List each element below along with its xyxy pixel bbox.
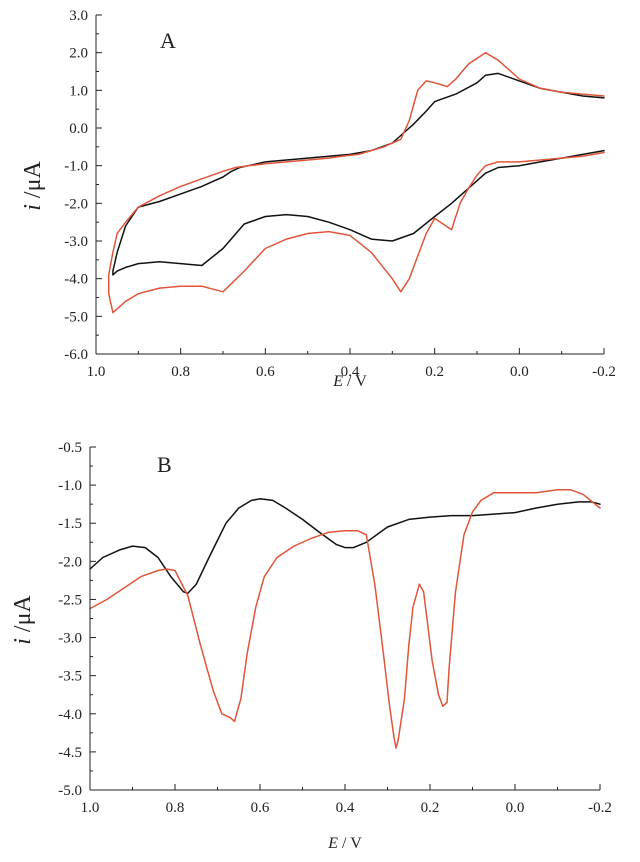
x-tick-label-b: 0.6 xyxy=(251,800,270,816)
x-axis-unit-b: / V xyxy=(338,835,362,852)
x-axis-title-b: E / V xyxy=(327,835,362,852)
x-tick-label-b: -0.2 xyxy=(588,800,612,816)
ticks-a: 3.02.01.00.0-1.0-2.0-3.0-4.0-5.0-6.01.0 0… xyxy=(64,8,616,380)
y-tick-label-b: -3.5 xyxy=(58,669,82,685)
axes-b xyxy=(89,447,600,791)
y-tick-label-b: -2.5 xyxy=(58,592,82,608)
y-tick-label-b: -5.0 xyxy=(58,783,82,799)
axes-a xyxy=(95,15,604,355)
y-tick-label-a: 3.0 xyxy=(69,8,88,24)
y-axis-unit-a: /μA xyxy=(20,161,46,205)
series-line-black-a xyxy=(112,72,605,276)
panel-label-b: B xyxy=(157,452,172,477)
y-tick-label-a: -2.0 xyxy=(64,196,88,212)
series-layer-a xyxy=(107,51,605,314)
y-tick-label-b: -1.5 xyxy=(58,516,82,532)
x-tick-label-b: 0.4 xyxy=(336,800,355,816)
series-layer-b xyxy=(89,488,601,749)
y-tick-label-b: -0.5 xyxy=(58,440,82,456)
x-tick-label-a: 0.8 xyxy=(171,364,190,380)
series-line-red-a xyxy=(107,51,605,314)
y-tick-label-b: -4.0 xyxy=(58,707,82,723)
x-tick-label-a: 1.0 xyxy=(87,364,106,380)
x-tick-label-a: -0.2 xyxy=(592,364,616,380)
x-tick-label-b: 0.8 xyxy=(166,800,185,816)
y-tick-label-a: 0.0 xyxy=(69,121,88,137)
y-axis-title-b: i /μA xyxy=(10,595,36,645)
x-tick-label-a: 0.4 xyxy=(341,364,360,380)
y-tick-label-a: 2.0 xyxy=(69,46,88,62)
y-tick-label-a: -5.0 xyxy=(64,309,88,325)
y-axis-unit-b: /μA xyxy=(10,595,36,639)
y-axis-var-b: i xyxy=(10,638,36,645)
series-line-black-b xyxy=(89,498,601,595)
y-tick-label-a: -4.0 xyxy=(64,272,88,288)
y-tick-label-a: -6.0 xyxy=(64,347,88,363)
x-tick-label-a: 0.2 xyxy=(425,364,444,380)
chart-panel-b: -0.5 -1.0 -1.5 -2.0 -2.5 -3.0 -3.5 -4.0 -4.5 -5.0… xyxy=(10,440,612,852)
y-tick-label-b: -3.0 xyxy=(58,631,82,647)
x-tick-label-a: 0.0 xyxy=(510,364,529,380)
x-tick-label-b: 0.0 xyxy=(506,800,525,816)
y-tick-label-b: -1.0 xyxy=(58,478,82,494)
x-axis-var-b: E xyxy=(327,835,338,852)
y-tick-label-a: -1.0 xyxy=(64,159,88,175)
panel-label-a: A xyxy=(160,28,176,53)
x-tick-label-b: 1.0 xyxy=(81,800,100,816)
x-axis-var-a: E xyxy=(332,373,343,390)
y-axis-title-a: i /μA xyxy=(20,161,46,211)
chart-panel-a: 3.02.01.00.0-1.0-2.0-3.0-4.0-5.0-6.01.0 0… xyxy=(20,8,616,390)
x-tick-label-b: 0.2 xyxy=(421,800,440,816)
y-tick-label-b: -4.5 xyxy=(58,745,82,761)
series-line-red-b xyxy=(89,488,601,749)
y-tick-label-a: -3.0 xyxy=(64,234,88,250)
y-tick-label-b: -2.0 xyxy=(58,554,82,570)
x-axis-unit-a: / V xyxy=(343,373,367,390)
ticks-b: -0.5 -1.0 -1.5 -2.0 -2.5 -3.0 -3.5 -4.0 -4.5 -5.0… xyxy=(58,440,612,816)
x-axis-title-a: E / V xyxy=(332,373,367,390)
y-tick-label-a: 1.0 xyxy=(69,83,88,99)
x-tick-label-a: 0.6 xyxy=(256,364,275,380)
y-axis-var-a: i xyxy=(20,204,46,211)
